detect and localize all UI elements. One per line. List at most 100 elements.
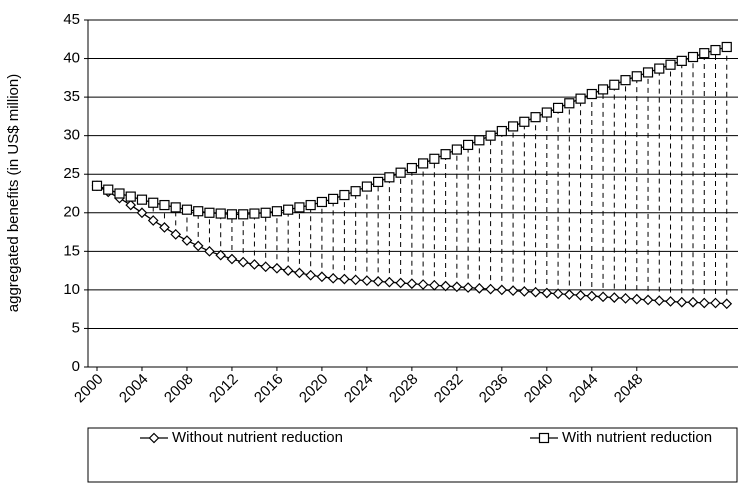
marker	[260, 207, 271, 218]
marker	[170, 202, 181, 213]
marker	[597, 84, 609, 95]
marker	[339, 273, 350, 285]
marker	[451, 281, 463, 293]
marker	[417, 279, 429, 290]
x-tick-label: 2028	[386, 371, 422, 407]
marker	[519, 116, 530, 127]
y-tick-label: 40	[63, 50, 80, 67]
y-tick-label: 20	[63, 204, 80, 221]
legend-label: With nutrient reduction	[562, 429, 712, 446]
legend-box	[87, 427, 738, 483]
marker	[575, 93, 586, 104]
marker	[395, 277, 406, 289]
marker	[518, 286, 530, 297]
marker	[294, 202, 305, 213]
marker	[575, 289, 586, 301]
marker	[541, 287, 553, 299]
marker	[215, 249, 227, 261]
marker	[665, 59, 676, 70]
marker	[282, 265, 294, 276]
marker	[181, 235, 193, 246]
marker	[654, 63, 665, 74]
marker	[687, 296, 699, 308]
marker	[316, 271, 328, 283]
marker	[620, 293, 631, 304]
marker	[631, 293, 643, 305]
marker	[507, 121, 519, 132]
marker	[676, 55, 687, 66]
y-tick-label: 5	[72, 319, 80, 336]
marker	[451, 144, 462, 155]
marker	[609, 79, 620, 90]
marker	[249, 259, 260, 270]
marker	[586, 290, 598, 302]
marker	[328, 193, 339, 204]
marker	[204, 245, 215, 257]
marker	[159, 199, 170, 211]
marker	[271, 262, 283, 274]
marker	[373, 176, 384, 188]
marker	[474, 282, 485, 294]
y-tick-label: 15	[63, 242, 80, 259]
marker	[721, 298, 733, 310]
marker	[305, 199, 316, 211]
marker	[271, 206, 283, 217]
marker	[699, 48, 710, 59]
marker	[136, 194, 148, 205]
marker	[496, 125, 507, 137]
marker	[327, 272, 339, 284]
marker	[485, 283, 496, 295]
marker	[395, 167, 406, 178]
marker	[440, 280, 451, 292]
marker	[305, 269, 317, 281]
marker	[350, 186, 361, 197]
y-tick-label: 0	[72, 358, 80, 375]
marker	[294, 267, 305, 279]
x-tick-label: 2012	[206, 371, 242, 407]
marker	[552, 288, 564, 300]
marker	[384, 276, 395, 288]
x-tick-label: 2000	[71, 371, 107, 407]
x-tick-label: 2004	[116, 371, 152, 407]
marker	[361, 181, 372, 192]
marker	[148, 197, 159, 208]
marker	[226, 253, 238, 265]
x-tick-label: 2024	[341, 371, 377, 407]
marker	[125, 191, 136, 202]
marker	[193, 206, 204, 217]
marker	[339, 189, 350, 201]
marker	[361, 275, 373, 286]
marker	[181, 204, 193, 215]
x-tick-label: 2048	[611, 371, 647, 407]
marker	[384, 172, 395, 183]
x-tick-label: 2040	[521, 371, 557, 407]
marker	[530, 286, 541, 298]
marker	[665, 296, 676, 307]
marker	[350, 274, 361, 286]
marker	[429, 279, 440, 291]
marker	[507, 285, 519, 297]
marker	[125, 199, 137, 211]
marker	[676, 296, 688, 308]
marker	[406, 278, 418, 290]
marker	[260, 261, 272, 273]
marker	[710, 297, 721, 309]
marker	[237, 256, 249, 268]
marker	[418, 158, 429, 169]
marker	[238, 209, 249, 220]
marker	[541, 107, 552, 118]
x-tick-label: 2036	[476, 371, 512, 407]
marker	[91, 180, 103, 191]
marker	[564, 98, 575, 109]
marker	[463, 139, 474, 151]
y-tick-label: 30	[63, 127, 80, 144]
marker	[440, 149, 451, 160]
marker	[406, 162, 417, 174]
marker	[462, 282, 474, 293]
marker	[642, 67, 654, 78]
marker	[552, 102, 564, 114]
marker	[429, 153, 440, 164]
x-tick-label: 2020	[296, 371, 332, 407]
marker	[372, 276, 384, 287]
marker	[485, 130, 496, 141]
